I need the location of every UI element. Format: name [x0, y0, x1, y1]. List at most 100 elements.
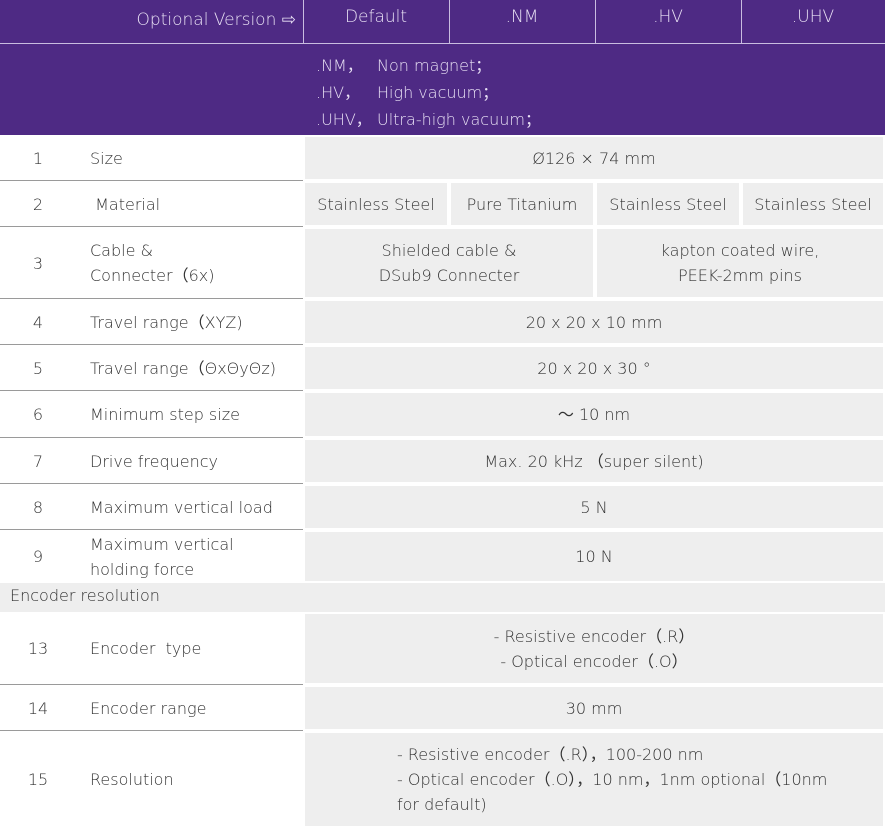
value-line: for default) — [397, 795, 487, 814]
note-code: .NM， — [316, 56, 363, 75]
column-divider — [449, 0, 450, 43]
value-line: PEEK-2mm pins — [678, 266, 802, 285]
value-line: Stainless Steel — [754, 194, 872, 214]
label-line: Encoder range — [90, 698, 207, 718]
row-rule — [0, 344, 303, 345]
value-line: - Optical encoder（.O） — [500, 651, 688, 671]
value-cell: kapton coated wire, PEEK-2mm pins — [597, 229, 883, 297]
header-bar — [0, 0, 885, 43]
value-line: Stainless Steel — [609, 194, 727, 214]
value-cell: - Resistive encoder（.R），100-200 nm - Opti… — [305, 733, 883, 826]
label-line: Material — [90, 194, 161, 214]
value-line: DSub9 Connecter — [378, 266, 520, 285]
row-label: Encoder range — [90, 685, 300, 731]
row-number: 7 — [32, 451, 44, 471]
note-text: Ultra-high vacuum； — [377, 110, 541, 129]
row-rule — [0, 529, 303, 530]
column-header: .UHV — [791, 7, 835, 27]
value-cell: Max. 20 kHz （super silent) — [305, 440, 883, 482]
value-cell: Shielded cable & DSub9 Connecter — [305, 229, 593, 297]
label-line: Size — [90, 148, 123, 168]
value-line: ～ 10 nm — [557, 405, 631, 424]
note-text: Non magnet； — [377, 56, 492, 75]
value-line: Shielded cable & — [381, 241, 517, 260]
row-rule — [0, 730, 303, 731]
label-line: Minimum step size — [90, 405, 240, 424]
value-line: 5 N — [580, 497, 608, 517]
section-row — [0, 583, 885, 612]
value-line: - Resistive encoder（.R），100-200 nm — [397, 745, 704, 764]
value-cell: Ø126 × 74 mm — [305, 137, 883, 179]
label-line: Maximum vertical load — [90, 497, 273, 517]
value-line: 10 N — [575, 547, 613, 566]
row-rule — [0, 684, 303, 685]
value-line: kapton coated wire, — [660, 241, 820, 260]
row-label: Cable & Connecter（6x) — [90, 227, 300, 299]
label-line: Resolution — [90, 770, 174, 789]
header-rule — [0, 43, 885, 44]
row-rule — [0, 437, 303, 438]
row-number: 4 — [32, 312, 44, 332]
note-code: .UHV， — [316, 110, 372, 129]
label-line: Drive frequency — [90, 451, 218, 471]
value-line: Stainless Steel — [317, 194, 435, 214]
value-cell: ～ 10 nm — [305, 393, 883, 436]
row-number: 14 — [27, 698, 49, 718]
row-number: 5 — [32, 358, 44, 378]
row-label: Encoder type — [90, 612, 300, 685]
row-label: Material — [90, 181, 300, 227]
row-rule — [0, 180, 303, 181]
label-line: Connecter（6x) — [90, 266, 215, 285]
value-line: Pure Titanium — [466, 194, 578, 214]
column-header: .NM — [505, 7, 539, 27]
row-label: Maximum vertical holding force — [90, 530, 300, 583]
row-label: Drive frequency — [90, 438, 300, 484]
label-line: Encoder type — [90, 639, 202, 658]
notes-bar — [0, 44, 885, 135]
row-rule — [0, 226, 303, 227]
row-number: 6 — [32, 405, 44, 424]
value-line: - Resistive encoder（.R） — [493, 626, 695, 646]
value-cell: Stainless Steel — [743, 183, 883, 225]
column-divider — [741, 0, 742, 43]
value-cell: - Resistive encoder（.R） - Optical encoder… — [305, 614, 883, 683]
row-rule — [0, 298, 303, 299]
value-cell: 30 mm — [305, 687, 883, 729]
row-rule — [0, 483, 303, 484]
label-line: Travel range（ΘxΘyΘz) — [90, 358, 276, 378]
column-header: Default — [344, 7, 408, 27]
value-line: Ø126 × 74 mm — [532, 148, 656, 168]
row-number: 9 — [32, 547, 44, 566]
row-label: Minimum step size — [90, 391, 300, 438]
note-code: .HV， — [316, 83, 361, 102]
label-line: Travel range（XYZ) — [90, 312, 243, 332]
label-line: Maximum vertical — [90, 534, 234, 554]
value-cell: 20 x 20 x 30 ° — [305, 347, 883, 389]
row-label: Maximum vertical load — [90, 484, 300, 530]
value-line: 20 x 20 x 10 mm — [525, 312, 663, 332]
value-line: 30 mm — [565, 698, 623, 718]
value-cell: 5 N — [305, 486, 883, 528]
row-rule — [0, 390, 303, 391]
row-number: 8 — [32, 497, 44, 517]
header-label: Optional Version ⇨ — [136, 10, 296, 30]
row-number: 1 — [32, 148, 44, 168]
row-label: Travel range（ΘxΘyΘz) — [90, 345, 300, 391]
row-label: Travel range（XYZ) — [90, 299, 300, 345]
section-title: Encoder resolution — [10, 586, 160, 605]
value-line: 20 x 20 x 30 ° — [537, 358, 651, 378]
label-line: Cable & — [90, 241, 153, 260]
value-cell: Pure Titanium — [451, 183, 593, 225]
row-number: 2 — [32, 194, 44, 214]
row-label: Size — [90, 135, 300, 181]
value-line: - Optical encoder（.O），10 nm，1nm optional… — [397, 770, 828, 789]
value-cell: 20 x 20 x 10 mm — [305, 301, 883, 343]
column-divider — [303, 0, 304, 43]
value-line: Max. 20 kHz （super silent) — [484, 451, 704, 471]
column-divider — [595, 0, 596, 43]
row-number: 13 — [27, 639, 49, 658]
value-cell: 10 N — [305, 532, 883, 581]
row-label: Resolution — [90, 731, 300, 828]
note-text: High vacuum； — [377, 83, 499, 102]
